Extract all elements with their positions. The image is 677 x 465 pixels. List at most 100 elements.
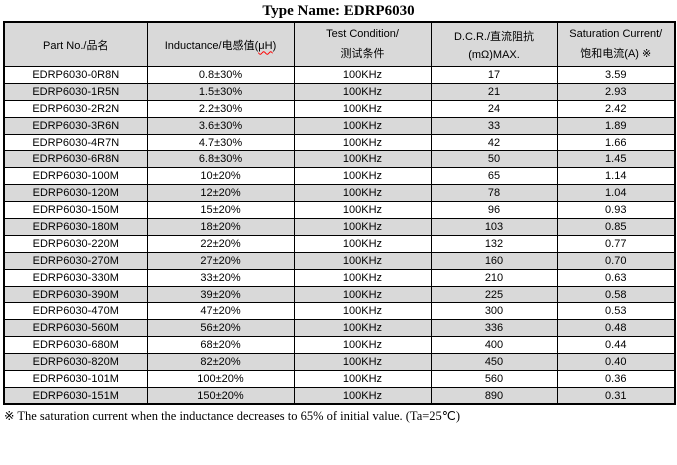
test-condition-cell: 100KHz <box>293 319 432 338</box>
dcr-cell: 300 <box>430 302 558 321</box>
part-no-cell: EDRP6030-180M <box>3 218 148 236</box>
table-row: EDRP6030-180M 18±20% 100KHz 103 0.85 <box>3 218 676 236</box>
saturation-current-cell: 0.85 <box>556 218 676 236</box>
footnote: ※ The saturation current when the induct… <box>4 409 460 424</box>
inductance-cell: 27±20% <box>146 251 295 270</box>
part-no-cell: EDRP6030-150M <box>3 201 148 220</box>
inductance-cell: 3.6±30% <box>146 116 295 135</box>
dcr-header-line1: D.C.R./直流阻抗 <box>453 31 535 44</box>
col-header-inductance: Inductance/电感值(μH) <box>146 21 295 67</box>
table-body: EDRP6030-0R8N 0.8±30% 100KHz 17 3.59 EDRP6030… <box>3 66 676 405</box>
table-row: EDRP6030-390M 39±20% 100KHz 225 0.58 <box>3 285 676 304</box>
table-row: EDRP6030-151M 150±20% 100KHz 890 0.31 <box>3 386 676 405</box>
dcr-cell: 103 <box>430 218 558 236</box>
inductance-cell: 10±20% <box>146 167 295 186</box>
table-row: EDRP6030-100M 10±20% 100KHz 65 1.14 <box>3 167 676 186</box>
table-row: EDRP6030-1R5N 1.5±30% 100KHz 21 2.93 <box>3 82 676 101</box>
dcr-cell: 890 <box>430 386 558 405</box>
saturation-current-cell: 0.77 <box>556 234 676 253</box>
inductance-cell: 100±20% <box>146 370 295 388</box>
test-condition-cell: 100KHz <box>293 167 432 186</box>
inductance-cell: 22±20% <box>146 234 295 253</box>
dcr-cell: 560 <box>430 370 558 388</box>
dcr-cell: 96 <box>430 201 558 220</box>
inductance-cell: 68±20% <box>146 336 295 355</box>
col-header-part-no: Part No./品名 <box>3 21 148 67</box>
table-row: EDRP6030-150M 15±20% 100KHz 96 0.93 <box>3 201 676 220</box>
dcr-cell: 17 <box>430 66 558 84</box>
table-row: EDRP6030-220M 22±20% 100KHz 132 0.77 <box>3 234 676 253</box>
inductance-cell: 15±20% <box>146 201 295 220</box>
table-row: EDRP6030-6R8N 6.8±30% 100KHz 50 1.45 <box>3 150 676 169</box>
part-no-cell: EDRP6030-151M <box>3 386 148 405</box>
saturation-current-cell: 2.42 <box>556 99 676 118</box>
inductance-cell: 18±20% <box>146 218 295 236</box>
saturation-current-cell: 3.59 <box>556 66 676 84</box>
test-condition-cell: 100KHz <box>293 370 432 388</box>
test-condition-cell: 100KHz <box>293 133 432 152</box>
part-no-cell: EDRP6030-6R8N <box>3 150 148 169</box>
test-condition-cell: 100KHz <box>293 116 432 135</box>
header-row: Part No./品名 Inductance/电感值(μH) Test Cond… <box>3 21 676 67</box>
part-no-cell: EDRP6030-390M <box>3 285 148 304</box>
saturation-current-cell: 0.44 <box>556 336 676 355</box>
saturation-current-cell: 2.93 <box>556 82 676 101</box>
part-no-cell: EDRP6030-220M <box>3 234 148 253</box>
inductance-cell: 33±20% <box>146 268 295 287</box>
table-row: EDRP6030-820M 82±20% 100KHz 450 0.40 <box>3 353 676 372</box>
saturation-current-cell: 0.40 <box>556 353 676 372</box>
test-condition-cell: 100KHz <box>293 285 432 304</box>
test-condition-cell: 100KHz <box>293 218 432 236</box>
saturation-current-cell: 1.66 <box>556 133 676 152</box>
inductance-cell: 4.7±30% <box>146 133 295 152</box>
part-no-cell: EDRP6030-3R6N <box>3 116 148 135</box>
inductance-cell: 12±20% <box>146 184 295 203</box>
part-no-cell: EDRP6030-470M <box>3 302 148 321</box>
test-condition-cell: 100KHz <box>293 386 432 405</box>
test-condition-cell: 100KHz <box>293 201 432 220</box>
table-row: EDRP6030-680M 68±20% 100KHz 400 0.44 <box>3 336 676 355</box>
dcr-cell: 33 <box>430 116 558 135</box>
part-no-header-label: Part No./品名 <box>43 39 109 52</box>
saturation-current-cell: 0.53 <box>556 302 676 321</box>
saturation-current-cell: 0.70 <box>556 251 676 270</box>
saturation-current-cell: 0.31 <box>556 386 676 405</box>
test-condition-cell: 100KHz <box>293 268 432 287</box>
table-row: EDRP6030-330M 33±20% 100KHz 210 0.63 <box>3 268 676 287</box>
table-row: EDRP6030-270M 27±20% 100KHz 160 0.70 <box>3 251 676 270</box>
saturation-current-cell: 0.93 <box>556 201 676 220</box>
col-header-saturation-current: Saturation Current/ 饱和电流(A) ※ <box>556 21 676 67</box>
saturation-current-cell: 0.63 <box>556 268 676 287</box>
test-condition-cell: 100KHz <box>293 302 432 321</box>
dcr-cell: 24 <box>430 99 558 118</box>
inductance-cell: 39±20% <box>146 285 295 304</box>
inductance-cell: 47±20% <box>146 302 295 321</box>
part-no-cell: EDRP6030-560M <box>3 319 148 338</box>
table-header: Part No./品名 Inductance/电感值(μH) Test Cond… <box>3 21 676 67</box>
part-no-cell: EDRP6030-100M <box>3 167 148 186</box>
inductance-cell: 2.2±30% <box>146 99 295 118</box>
part-no-cell: EDRP6030-1R5N <box>3 82 148 101</box>
saturation-current-cell: 0.58 <box>556 285 676 304</box>
table-row: EDRP6030-0R8N 0.8±30% 100KHz 17 3.59 <box>3 66 676 84</box>
part-no-cell: EDRP6030-120M <box>3 184 148 203</box>
table-row: EDRP6030-560M 56±20% 100KHz 336 0.48 <box>3 319 676 338</box>
saturation-current-cell: 0.36 <box>556 370 676 388</box>
inductance-cell: 1.5±30% <box>146 82 295 101</box>
dcr-cell: 210 <box>430 268 558 287</box>
table-row: EDRP6030-3R6N 3.6±30% 100KHz 33 1.89 <box>3 116 676 135</box>
dcr-cell: 400 <box>430 336 558 355</box>
test-condition-cell: 100KHz <box>293 82 432 101</box>
saturation-current-cell: 1.45 <box>556 150 676 169</box>
table-row: EDRP6030-4R7N 4.7±30% 100KHz 42 1.66 <box>3 133 676 152</box>
test-condition-cell: 100KHz <box>293 150 432 169</box>
test-condition-cell: 100KHz <box>293 184 432 203</box>
dcr-cell: 132 <box>430 234 558 253</box>
test-condition-cell: 100KHz <box>293 66 432 84</box>
part-no-cell: EDRP6030-680M <box>3 336 148 355</box>
saturation-current-cell: 1.04 <box>556 184 676 203</box>
table-row: EDRP6030-470M 47±20% 100KHz 300 0.53 <box>3 302 676 321</box>
inductance-cell: 0.8±30% <box>146 66 295 84</box>
col-header-dcr: D.C.R./直流阻抗 (mΩ)MAX. <box>430 21 558 67</box>
inductance-cell: 150±20% <box>146 386 295 405</box>
